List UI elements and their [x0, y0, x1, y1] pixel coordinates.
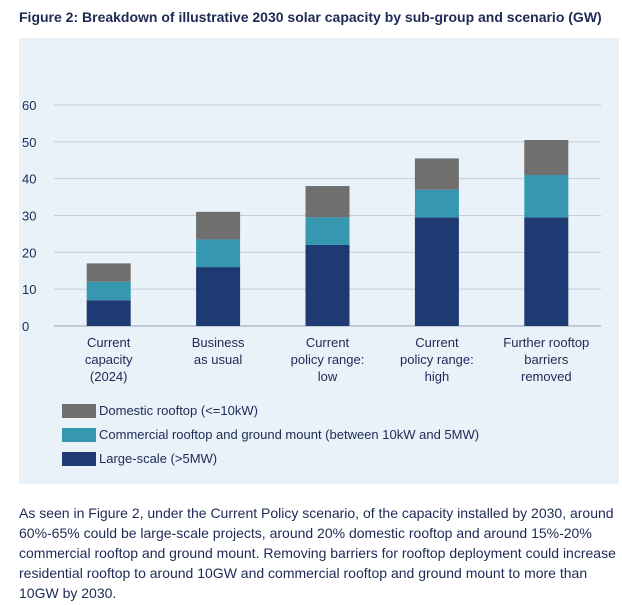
legend-item-large-scale: Large-scale (>5MW) [62, 450, 479, 467]
y-tick-label: 0 [22, 319, 29, 334]
x-category-label: capacity [85, 352, 133, 367]
bar-segment [414, 189, 459, 218]
y-tick-label: 60 [22, 98, 36, 113]
y-tick-label: 40 [22, 172, 36, 187]
legend-swatch-large-scale [62, 451, 96, 466]
legend-label-domestic: Domestic rooftop (<=10kW) [99, 403, 258, 418]
legend-swatch-domestic [62, 403, 96, 418]
bar-segment [305, 217, 350, 245]
x-category-label: high [425, 369, 450, 384]
legend-item-commercial: Commercial rooftop and ground mount (bet… [62, 426, 479, 443]
y-axis-ticks: 0 10 20 30 40 50 60 [22, 98, 36, 334]
legend-label-large-scale: Large-scale (>5MW) [99, 451, 218, 466]
figure-title: Figure 2: Breakdown of illustrative 2030… [19, 9, 602, 25]
stacked-bar-chart: 0 10 20 30 40 50 60 Current capacity (2024) Busin… [22, 98, 601, 384]
x-category-label: barriers [524, 352, 569, 367]
bar-segment [305, 244, 350, 326]
bar-segment [86, 281, 131, 301]
x-category-label: (2024) [90, 369, 128, 384]
y-tick-label: 30 [22, 209, 36, 224]
bars [86, 139, 569, 326]
chart-panel: 0 10 20 30 40 50 60 Current capacity (2024) Busin… [19, 38, 619, 484]
legend-item-domestic: Domestic rooftop (<=10kW) [62, 402, 479, 419]
x-category-label: Current [87, 335, 131, 350]
body-paragraph: As seen in Figure 2, under the Current P… [19, 503, 619, 603]
bar-segment [524, 139, 569, 175]
x-category-label: as usual [194, 352, 243, 367]
x-category-label: Current [415, 335, 459, 350]
body-paragraph-text: As seen in Figure 2, under the Current P… [19, 505, 616, 601]
legend-swatch-commercial [62, 427, 96, 442]
x-category-label: Current [306, 335, 350, 350]
bar-segment [196, 211, 241, 240]
x-category-label: Further rooftop [503, 335, 589, 350]
x-category-label: policy range: [400, 352, 474, 367]
bar-segment [86, 263, 131, 282]
bar-segment [414, 217, 459, 326]
x-category-label: policy range: [291, 352, 365, 367]
bar-segment [196, 239, 241, 268]
bar-segment [524, 217, 569, 326]
chart-legend: Domestic rooftop (<=10kW) Commercial roo… [62, 402, 479, 474]
x-category-label: low [318, 369, 338, 384]
x-category-label: removed [521, 369, 572, 384]
y-tick-label: 50 [22, 135, 36, 150]
y-tick-label: 10 [22, 282, 36, 297]
y-tick-label: 20 [22, 245, 36, 260]
bar-segment [196, 267, 241, 326]
bar-segment [414, 158, 459, 190]
x-axis-labels: Current capacity (2024) Business as usual Cur… [85, 335, 589, 384]
bar-segment [305, 186, 350, 218]
bar-segment [86, 300, 131, 326]
legend-label-commercial: Commercial rooftop and ground mount (bet… [99, 427, 480, 442]
bar-segment [524, 174, 569, 218]
x-category-label: Business [192, 335, 245, 350]
